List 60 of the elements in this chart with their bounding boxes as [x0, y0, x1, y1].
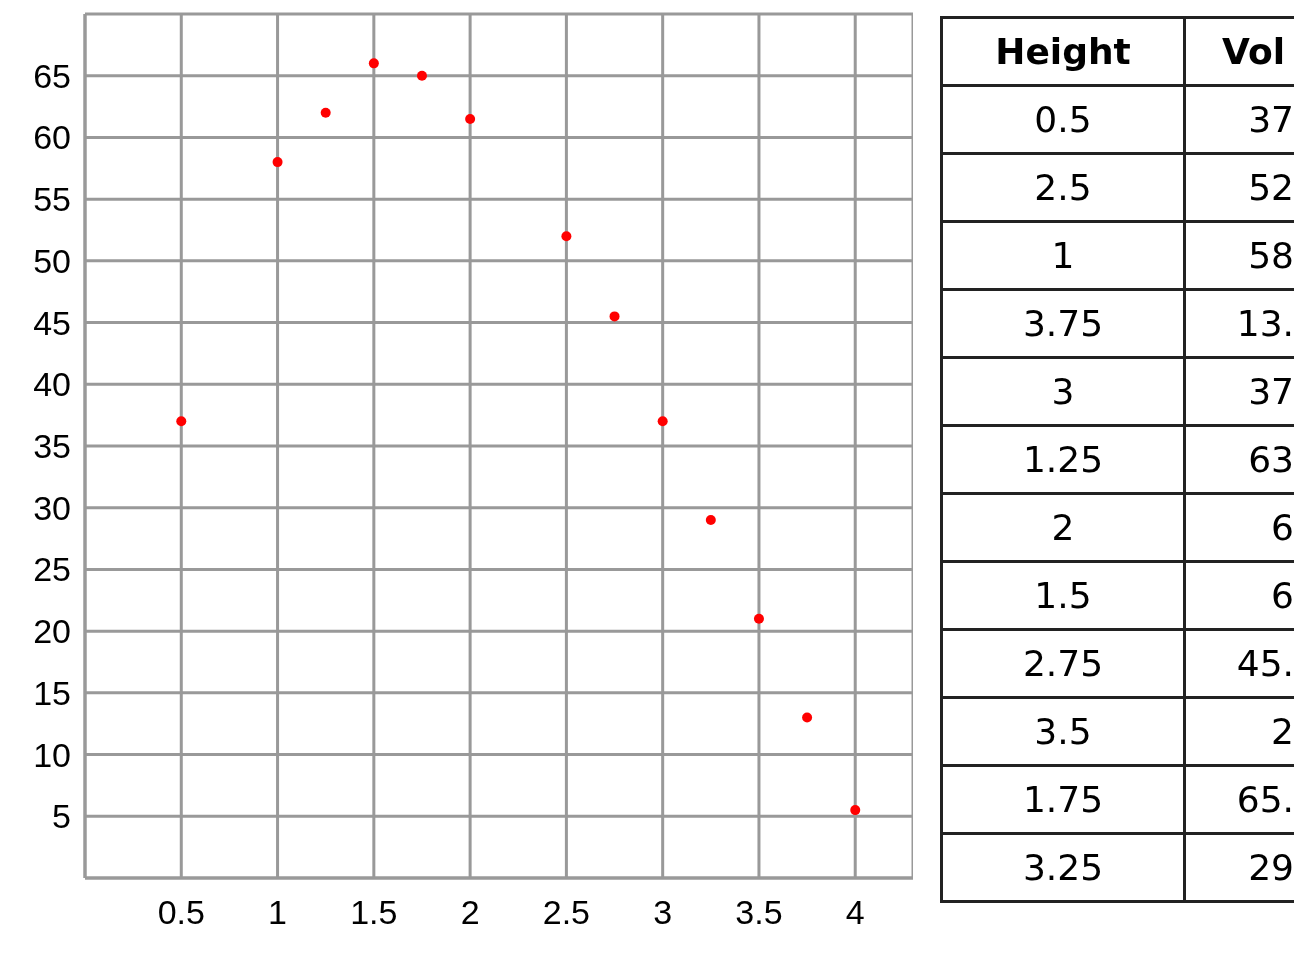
text: 1.5 — [941, 561, 1185, 630]
x-tick-label: 1 — [268, 893, 288, 932]
text: 13. — [1236, 303, 1294, 344]
text: 37 — [1248, 371, 1294, 412]
text: 52 — [1248, 167, 1294, 208]
text: 2.5 — [941, 153, 1185, 222]
text: Height — [941, 17, 1185, 86]
point — [368, 58, 379, 69]
text: 45. — [1236, 643, 1294, 684]
text: 63 — [1248, 439, 1294, 480]
point — [465, 113, 476, 124]
point — [657, 416, 668, 427]
point — [609, 311, 620, 322]
text: 6 — [1271, 575, 1294, 616]
text: 37 — [1248, 99, 1294, 140]
y-tick-label: 10 — [33, 735, 71, 774]
point — [272, 157, 283, 168]
y-tick-label: 15 — [33, 673, 71, 712]
x-tick-label: 0.5 — [157, 893, 205, 932]
text: 1.25 — [941, 425, 1185, 494]
point — [320, 107, 331, 118]
y-tick-label: 35 — [33, 427, 71, 466]
x-tick-label: 3 — [653, 893, 673, 932]
y-tick-label: 20 — [33, 612, 71, 651]
y-tick-label: 50 — [33, 241, 71, 280]
y-tick-label: 30 — [33, 488, 71, 527]
text: 2.75 — [941, 629, 1185, 698]
y-tick-label: 5 — [52, 797, 71, 836]
text: 1 — [941, 221, 1185, 290]
y-tick-label: 45 — [33, 303, 71, 342]
text: 0.5 — [941, 85, 1185, 154]
x-tick-label: 3.5 — [735, 893, 783, 932]
y-tick-label: 40 — [33, 365, 71, 404]
point — [705, 515, 716, 526]
point — [561, 231, 572, 242]
point — [850, 805, 861, 816]
text: 2 — [1271, 711, 1294, 752]
text: 3 — [941, 357, 1185, 426]
text: 3.5 — [941, 697, 1185, 766]
x-tick-label: 2.5 — [542, 893, 591, 932]
y-tick-label: 60 — [33, 118, 71, 157]
text: 2 — [941, 493, 1185, 562]
y-tick-label: 55 — [33, 180, 71, 219]
text: 58 — [1248, 235, 1294, 276]
y-tick-label: 25 — [33, 550, 71, 589]
x-tick-label: 1.5 — [350, 893, 398, 932]
point — [802, 712, 813, 723]
text: 6 — [1271, 507, 1294, 548]
x-tick-label: 4 — [845, 893, 865, 932]
point — [176, 416, 187, 427]
y-tick-label: 65 — [33, 56, 71, 95]
point — [753, 613, 764, 624]
text: Vol — [1221, 31, 1285, 72]
text: 3.75 — [941, 289, 1185, 358]
text: 65. — [1236, 779, 1294, 820]
point — [416, 70, 427, 81]
text: 29 — [1248, 847, 1294, 888]
text: 3.25 — [941, 833, 1185, 902]
text: 1.75 — [941, 765, 1185, 834]
x-tick-label: 2 — [460, 893, 480, 932]
